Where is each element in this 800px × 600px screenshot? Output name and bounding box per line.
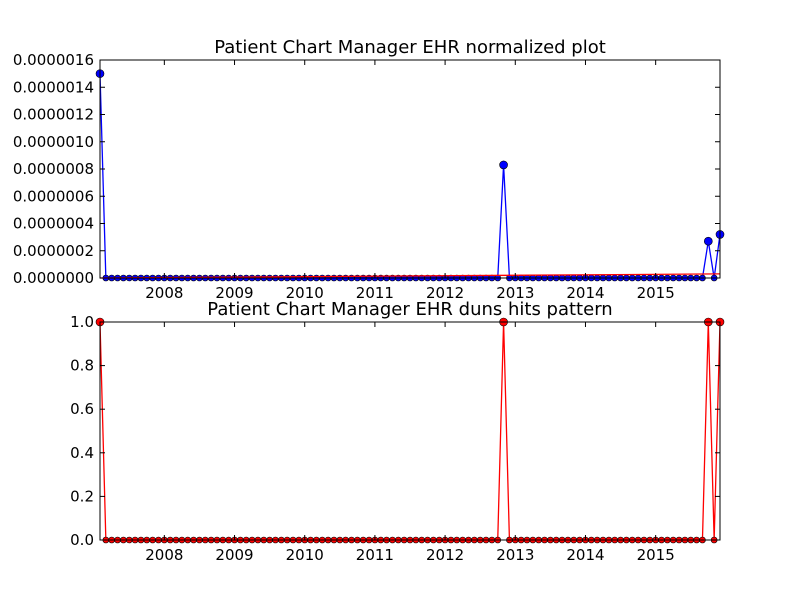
top-y-tick-label: 0.0000002 (13, 242, 94, 260)
top-x-tick-label: 2009 (215, 284, 253, 302)
bottom-y-tick-label: 0.0 (70, 531, 94, 549)
top-y-tick-label: 0.0000008 (13, 160, 94, 178)
top-x-tick-label: 2012 (426, 284, 464, 302)
top-axes-frame (99, 59, 721, 279)
top-y-tick-label: 0.0000000 (13, 269, 94, 287)
top-series-0-point (703, 236, 713, 246)
top-y-tick-label: 0.0000010 (13, 133, 94, 151)
top-x-tick-label: 2011 (356, 284, 394, 302)
top-x-tick-label: 2008 (145, 284, 183, 302)
bottom-y-tick-label: 0.4 (70, 444, 94, 462)
bottom-x-tick-label: 2015 (637, 546, 675, 564)
top-x-tick-label: 2014 (566, 284, 604, 302)
top-series-0-point (499, 160, 508, 170)
bottom-chart-title: Patient Chart Manager EHR duns hits patt… (207, 299, 612, 320)
bottom-series-0-line (99, 321, 721, 541)
top-chart: Patient Chart Manager EHR normalized plo… (13, 37, 725, 302)
top-y-tick-label: 0.0000004 (13, 215, 94, 233)
top-series-0-line (99, 73, 721, 279)
bottom-x-tick-label: 2012 (426, 546, 464, 564)
bottom-y-tick-label: 0.6 (70, 400, 94, 418)
top-x-tick-label: 2010 (286, 284, 324, 302)
bottom-x-tick-label: 2009 (215, 546, 253, 564)
bottom-x-tick-label: 2008 (145, 546, 183, 564)
top-x-tick-label: 2013 (496, 284, 534, 302)
top-y-tick-label: 0.0000012 (13, 106, 94, 124)
bottom-chart: Patient Chart Manager EHR duns hits patt… (70, 299, 725, 564)
top-chart-title: Patient Chart Manager EHR normalized plo… (214, 37, 606, 58)
top-y-tick-label: 0.0000016 (13, 51, 94, 69)
bottom-y-tick-label: 1.0 (70, 313, 94, 331)
top-plot-area: 2008 2009 2010 2011 2012 2013 2014 2015 0.000000… (13, 51, 725, 302)
top-x-tick-label: 2015 (637, 284, 675, 302)
bottom-x-tick-label: 2011 (356, 546, 394, 564)
bottom-y-tick-label: 0.2 (70, 487, 94, 505)
bottom-x-tick-label: 2010 (286, 546, 324, 564)
bottom-x-tick-label: 2014 (566, 546, 604, 564)
bottom-axes-frame (99, 321, 721, 541)
bottom-plot-area: 2008 2009 2010 2011 2012 2013 2014 2015 0.0 0.2 0.… (70, 313, 725, 564)
top-series-1-line (99, 273, 721, 279)
bottom-y-tick-label: 0.8 (70, 357, 94, 375)
bottom-x-tick-label: 2013 (496, 546, 534, 564)
top-y-tick-label: 0.0000006 (13, 187, 94, 205)
top-y-tick-label: 0.0000014 (13, 78, 94, 96)
